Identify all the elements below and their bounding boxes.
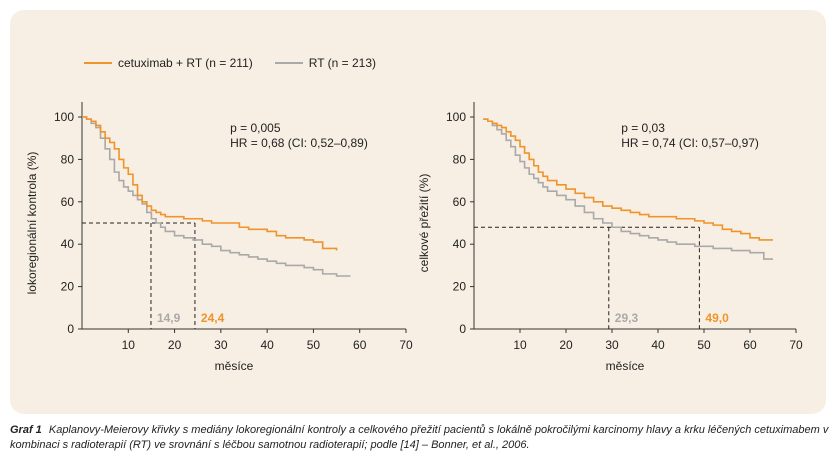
y-tick-label: 60 xyxy=(453,195,467,209)
x-tick-label: 10 xyxy=(122,338,136,352)
x-tick-label: 70 xyxy=(789,338,803,352)
y-tick-label: 80 xyxy=(453,152,467,166)
x-tick-label: 50 xyxy=(307,338,321,352)
x-tick-label: 30 xyxy=(214,338,228,352)
y-tick-label: 60 xyxy=(61,195,75,209)
stat-annotation: HR = 0,68 (CI: 0,52–0,89) xyxy=(230,136,368,150)
median-label: 49,0 xyxy=(705,311,729,325)
x-tick-label: 20 xyxy=(559,338,573,352)
x-axis-label: měsíce xyxy=(606,359,645,373)
series-line-control xyxy=(483,118,773,260)
y-axis-label: celkové přežití (%) xyxy=(417,174,431,273)
median-label: 24,4 xyxy=(201,311,225,325)
median-label: 14,9 xyxy=(157,311,181,325)
x-tick-label: 70 xyxy=(399,338,413,352)
y-tick-label: 20 xyxy=(61,280,75,294)
legend-label-control: RT (n = 213) xyxy=(308,56,377,70)
legend: cetuximab + RT (n = 211) RT (n = 213) xyxy=(84,56,398,70)
x-tick-label: 30 xyxy=(605,338,619,352)
legend-item-control: RT (n = 213) xyxy=(274,56,377,70)
stat-annotation: HR = 0,74 (CI: 0,57–0,97) xyxy=(621,136,759,150)
y-tick-label: 40 xyxy=(453,237,467,251)
y-tick-label: 40 xyxy=(61,237,75,251)
y-tick-label: 0 xyxy=(459,322,466,336)
y-tick-label: 100 xyxy=(54,110,74,124)
stat-annotation: p = 0,005 xyxy=(230,121,281,135)
x-tick-label: 40 xyxy=(260,338,274,352)
x-tick-label: 20 xyxy=(168,338,182,352)
stat-annotation: p = 0,03 xyxy=(621,121,665,135)
y-tick-label: 20 xyxy=(453,280,467,294)
legend-swatch-treatment xyxy=(84,62,112,64)
y-tick-label: 100 xyxy=(446,110,466,124)
x-tick-label: 60 xyxy=(353,338,367,352)
caption-label: Graf 1 xyxy=(10,424,42,436)
series-line-treatment xyxy=(82,116,338,251)
y-tick-label: 80 xyxy=(61,152,75,166)
median-label: 29,3 xyxy=(615,311,639,325)
x-axis-label: měsíce xyxy=(215,359,254,373)
x-tick-label: 50 xyxy=(697,338,711,352)
caption-text: Kaplanovy-Meierovy křivky s mediány loko… xyxy=(10,424,829,451)
series-line-control xyxy=(82,116,351,277)
legend-item-treatment: cetuximab + RT (n = 211) xyxy=(84,56,253,70)
y-axis-label: lokoregionální kontrola (%) xyxy=(25,152,39,295)
figure-caption: Graf 1 Kaplanovy-Meierovy křivky s mediá… xyxy=(10,423,830,453)
x-tick-label: 40 xyxy=(651,338,665,352)
legend-label-treatment: cetuximab + RT (n = 211) xyxy=(118,56,253,70)
x-tick-label: 10 xyxy=(513,338,527,352)
y-tick-label: 0 xyxy=(67,322,74,336)
legend-swatch-control xyxy=(274,62,303,64)
series-line-treatment xyxy=(483,118,773,241)
x-tick-label: 60 xyxy=(743,338,757,352)
